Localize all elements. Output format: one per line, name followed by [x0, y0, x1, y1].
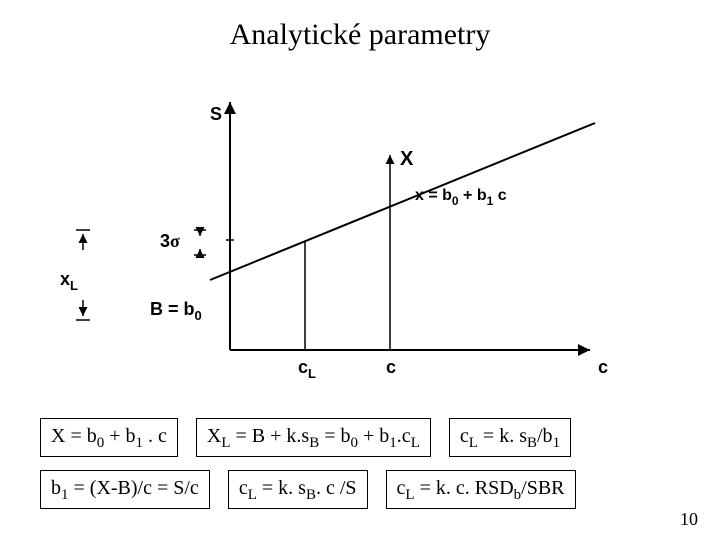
- cl-label: cL: [298, 357, 316, 381]
- s-label: S: [210, 104, 222, 124]
- calibration-diagram: X x = b0 + b1 c 3σ xL S B = b0 cL c c: [60, 90, 620, 390]
- formula-row-2: b1 = (X-B)/c = S/c cL = k. sB. c /S cL =…: [40, 470, 576, 509]
- formula-row-1: X = b0 + b1 . c XL = B + k.sB = b0 + b1.…: [40, 418, 571, 457]
- page-title: Analytické parametry: [0, 18, 720, 52]
- formula-2b: cL = k. sB. c /S: [228, 470, 368, 509]
- c-mid-label: c: [386, 357, 396, 377]
- b-label: B = b0: [150, 299, 202, 323]
- line-eq-label: x = b0 + b1 c: [415, 187, 507, 208]
- formula-1b: XL = B + k.sB = b0 + b1.cL: [196, 418, 431, 457]
- xl-label: xL: [60, 269, 78, 293]
- calibration-line: [210, 123, 595, 280]
- formula-2a: b1 = (X-B)/c = S/c: [40, 470, 210, 509]
- x-label: X: [400, 148, 414, 170]
- c-axis-label: c: [598, 357, 608, 377]
- 3sigma-label: 3σ: [160, 231, 180, 251]
- formula-2c: cL = k. c. RSDb/SBR: [386, 470, 576, 509]
- slide-number: 10: [680, 509, 698, 530]
- formula-1c: cL = k. sB/b1: [449, 418, 571, 457]
- formula-1a: X = b0 + b1 . c: [40, 418, 178, 457]
